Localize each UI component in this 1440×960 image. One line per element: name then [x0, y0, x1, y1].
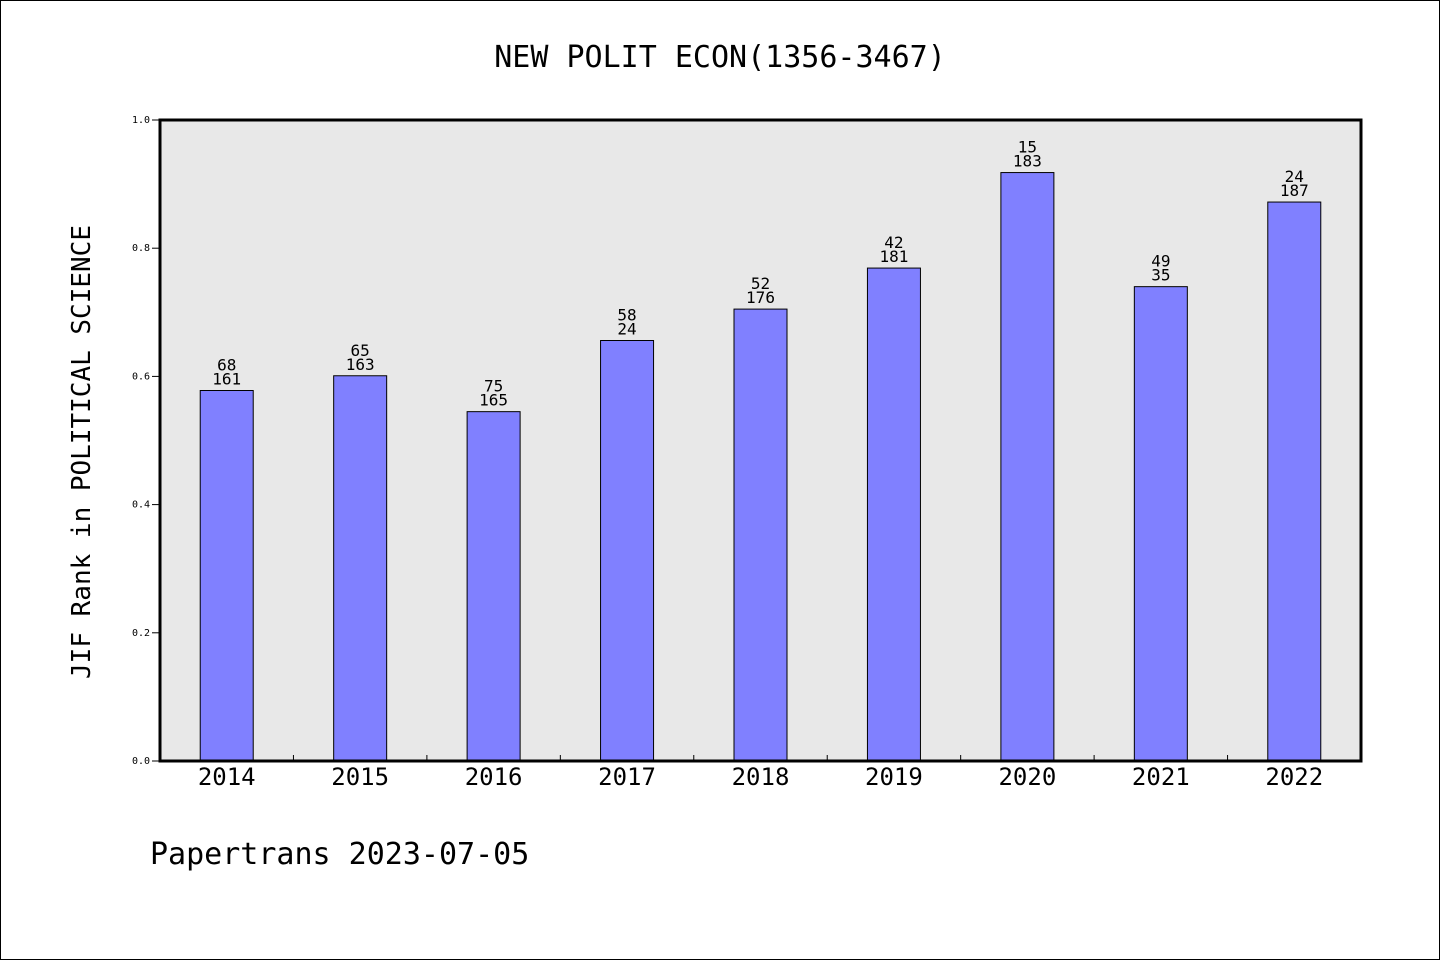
y-tick-label: 0.8	[132, 243, 150, 254]
x-tick-label: 2015	[331, 763, 389, 791]
bar	[333, 375, 388, 762]
plot-border	[158, 118, 1363, 763]
bar-label-total: 176	[746, 288, 775, 307]
bar-label-total: 165	[479, 391, 508, 410]
bar	[600, 340, 655, 762]
bar	[866, 267, 921, 762]
bar-label-total: 35	[1151, 266, 1170, 285]
bar-label-total: 181	[879, 247, 908, 266]
bar	[199, 390, 254, 762]
x-tick-label: 2014	[198, 763, 256, 791]
bar	[466, 411, 521, 762]
x-tick-label: 2020	[998, 763, 1056, 791]
bar	[1267, 201, 1322, 762]
bar-label-rank: 42	[884, 233, 903, 252]
x-tick-label: 2019	[865, 763, 923, 791]
bar-label-total: 161	[212, 370, 241, 389]
y-tick-label: 1.0	[132, 115, 150, 126]
bar-label-total: 163	[346, 355, 375, 374]
bar-label-total: 183	[1013, 152, 1042, 171]
x-tick-label: 2018	[732, 763, 790, 791]
chart-title: NEW POLIT ECON(1356-3467)	[494, 40, 946, 75]
bar-label-rank: 52	[751, 274, 770, 293]
x-tick-label: 2017	[598, 763, 656, 791]
bar-label-rank: 58	[617, 306, 636, 325]
y-axis-label: JIF Rank in POLITICAL SCIENCE	[67, 225, 97, 679]
x-tick-label: 2021	[1132, 763, 1190, 791]
bar-label-rank: 24	[1285, 167, 1304, 186]
bar-label-rank: 49	[1151, 252, 1170, 271]
bar-label-total: 24	[617, 320, 636, 339]
bar-label-rank: 68	[217, 356, 236, 375]
source-footer: Papertrans 2023-07-05	[150, 837, 529, 872]
y-tick-label: 0.2	[132, 628, 150, 639]
bar	[1000, 172, 1055, 762]
bar	[733, 308, 788, 762]
x-tick-label: 2016	[465, 763, 523, 791]
bar	[1133, 286, 1188, 762]
bars-group: 6816120146516320157516520165824201752176…	[198, 138, 1323, 791]
bar-label-rank: 75	[484, 377, 503, 396]
x-tick-label: 2022	[1265, 763, 1323, 791]
y-tick-label: 0.6	[132, 371, 150, 382]
bar-label-total: 187	[1280, 181, 1309, 200]
y-tick-label: 0.4	[132, 500, 150, 511]
y-tick-label: 0.0	[132, 756, 150, 767]
bar-label-rank: 65	[351, 341, 370, 360]
bar-label-rank: 15	[1018, 138, 1037, 157]
